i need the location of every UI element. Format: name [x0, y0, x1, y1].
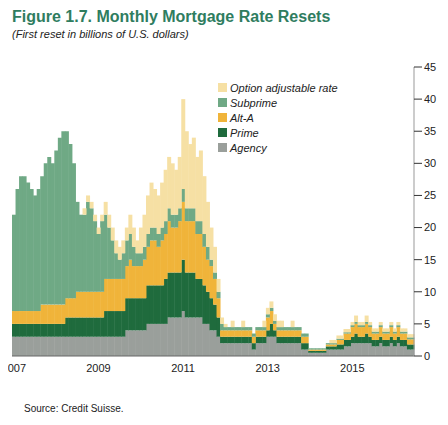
- svg-text:2013: 2013: [255, 362, 279, 374]
- svg-text:2009: 2009: [86, 362, 110, 374]
- svg-text:20: 20: [424, 221, 436, 233]
- svg-text:10: 10: [424, 286, 436, 298]
- svg-text:2015: 2015: [340, 362, 364, 374]
- html-text:Subprime: Subprime: [230, 96, 278, 109]
- svg-text:15: 15: [424, 254, 436, 266]
- svg-text:0: 0: [424, 350, 430, 362]
- svg-text:2007: 2007: [8, 362, 26, 374]
- html-text:(First reset in billions of U.: (First reset in billions of U.S. dollars…: [12, 28, 189, 40]
- html-text:Alt-A: Alt-A: [230, 111, 254, 124]
- html-text:Source: Credit Suisse.: Source: Credit Suisse.: [24, 403, 124, 414]
- html-text:Prime: Prime: [230, 126, 259, 139]
- svg-text:45: 45: [424, 61, 436, 73]
- html-text:Agency: Agency: [230, 141, 267, 154]
- svg-text:35: 35: [424, 125, 436, 137]
- html-text:Figure 1.7. Monthly Mortgage R: Figure 1.7. Monthly Mortgage Rate Resets: [12, 8, 331, 25]
- svg-text:40: 40: [424, 93, 436, 105]
- svg-text:25: 25: [424, 189, 436, 201]
- html-text:Option adjustable rate: Option adjustable rate: [230, 81, 338, 94]
- svg-text:2011: 2011: [171, 362, 195, 374]
- svg-text:5: 5: [424, 318, 430, 330]
- svg-text:30: 30: [424, 157, 436, 169]
